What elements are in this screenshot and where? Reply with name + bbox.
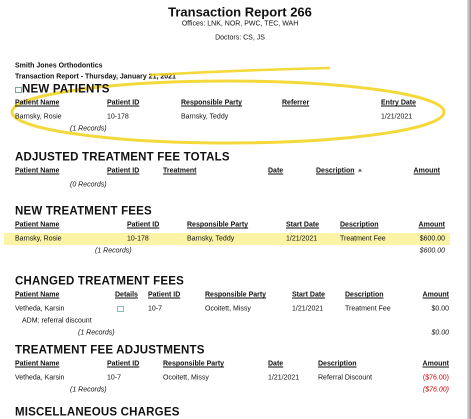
column-header: Treatment	[163, 167, 197, 175]
section-title: CHANGED TREATMENT FEES	[15, 275, 185, 288]
cell: Barnsky, Rosie	[15, 113, 62, 121]
column-header: Patient ID	[127, 221, 160, 229]
column-header: Amount	[422, 291, 449, 299]
report-title: Transaction Report 266	[168, 4, 312, 20]
cell: $600.00	[419, 235, 445, 243]
report-line: Transaction Report - Thursday, January 2…	[15, 73, 176, 81]
section-title: MISCELLANEOUS CHARGES	[15, 406, 180, 419]
row-note: ADM: referral discount	[22, 317, 92, 325]
row-highlight	[4, 233, 450, 245]
cell: 1/21/2021	[268, 374, 300, 382]
details-icon	[117, 306, 124, 312]
section-total: $0.00	[431, 329, 449, 337]
column-header: Patient Name	[15, 360, 60, 368]
cell: $0.00	[431, 305, 449, 313]
cell: Treatment Fee	[345, 305, 391, 313]
cell: 1/21/2021	[381, 113, 413, 121]
column-header: Start Date	[286, 221, 320, 229]
column-header: Amount	[418, 221, 445, 229]
column-header: Patient Name	[15, 167, 60, 175]
column-header: Patient ID	[148, 291, 181, 299]
offices: Offices: LNK, NOR, PWC, TEC, WAH	[181, 20, 299, 28]
record-count: (0 Records)	[70, 181, 107, 189]
column-header: Responsible Party	[181, 99, 243, 107]
cell: Vetheda, Karsin	[15, 374, 65, 382]
cell: Ocoitett, Missy	[163, 374, 209, 382]
column-header: Patient Name	[15, 99, 60, 107]
cell: 1/21/2021	[286, 235, 318, 243]
cell: Vetheda, Karsin	[15, 305, 65, 313]
collapse-icon[interactable]	[15, 87, 22, 93]
section-total: $600.00	[419, 247, 445, 255]
cell: Barnsky, Teddy	[181, 113, 229, 121]
column-header: Patient ID	[107, 360, 140, 368]
cell: 10-7	[148, 305, 163, 313]
column-header: Description	[340, 221, 379, 229]
column-header: Details	[115, 291, 138, 299]
cell: Treatment Fee	[340, 235, 386, 243]
practice-name: Smith Jones Orthodontics	[15, 62, 103, 70]
record-count: (1 Records)	[78, 329, 115, 337]
record-count: (1 Records)	[95, 247, 132, 255]
section-title: NEW TREATMENT FEES	[15, 205, 152, 218]
cell: ($76.00)	[422, 374, 449, 382]
column-header: Patient Name	[15, 221, 60, 229]
column-header: Entry Date	[381, 99, 417, 107]
record-count: (1 Records)	[70, 386, 107, 394]
cell: 1/21/2021	[292, 305, 324, 313]
cell: Barnsky, Teddy	[187, 235, 235, 243]
section-total: ($76.00)	[422, 386, 449, 394]
column-header: Responsible Party	[205, 291, 267, 299]
column-header: Responsible Party	[187, 221, 249, 229]
section-title: NEW PATIENTS	[22, 83, 110, 96]
column-header: Responsible Party	[163, 360, 225, 368]
sort-icon[interactable]	[357, 168, 362, 172]
column-header: Patient ID	[107, 167, 140, 175]
record-count: (1 Records)	[70, 125, 107, 133]
cell: 10-178	[107, 113, 129, 121]
column-header: Description	[316, 168, 362, 175]
cell: Ocoitett, Missy	[205, 305, 251, 313]
column-header: Start Date	[292, 291, 326, 299]
cell: Referral Discount	[318, 374, 373, 382]
column-header: Referrer	[282, 99, 310, 107]
column-header: Description	[345, 291, 384, 299]
column-header: Amount	[413, 167, 440, 175]
cell: 10-178	[127, 235, 149, 243]
column-header: Date	[268, 167, 284, 175]
section-title: TREATMENT FEE ADJUSTMENTS	[15, 344, 205, 357]
column-header: Patient ID	[107, 99, 140, 107]
cell: Barnsky, Rosie	[15, 235, 62, 243]
section-title: ADJUSTED TREATMENT FEE TOTALS	[15, 151, 230, 164]
cell: 10-7	[107, 374, 122, 382]
column-header: Description	[318, 360, 357, 368]
doctors: Doctors: CS, JS	[215, 34, 265, 42]
column-header: Date	[268, 360, 284, 368]
column-header: Patient Name	[15, 291, 60, 299]
highlight-stroke	[149, 66, 331, 77]
column-header: Amount	[422, 360, 449, 368]
